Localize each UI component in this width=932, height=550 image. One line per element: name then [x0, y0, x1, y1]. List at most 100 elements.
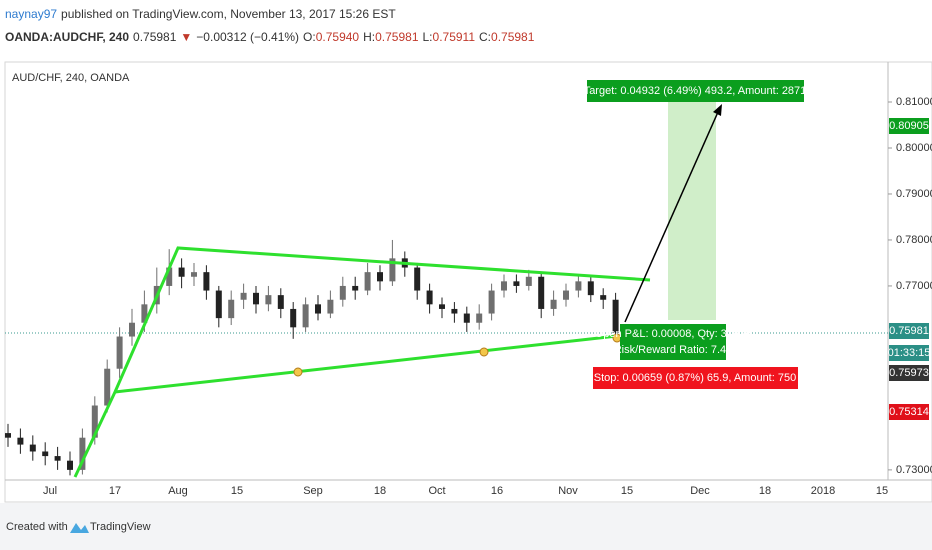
last: 0.75981	[133, 30, 177, 44]
badge-bg	[889, 404, 929, 420]
badge: 0.80905	[889, 120, 929, 132]
badge: 0.75973	[889, 367, 929, 379]
y-tick-label: 0.80000	[896, 142, 932, 154]
upper-line	[73, 246, 651, 478]
pnl-box	[620, 324, 726, 360]
c: 0.75981	[491, 30, 535, 44]
symbol: OANDA:AUDCHF, 240	[5, 30, 129, 44]
arrow-head	[713, 104, 722, 116]
candle-body	[513, 281, 520, 286]
o-label: O:	[303, 30, 316, 44]
candle-body	[364, 272, 371, 291]
candle-body	[91, 405, 98, 438]
l: 0.75911	[433, 30, 476, 44]
candle-body	[129, 322, 135, 337]
candle-body	[5, 433, 11, 438]
candle-body	[451, 308, 458, 314]
candle-body	[501, 281, 507, 291]
point	[293, 367, 303, 377]
candle-body	[79, 437, 86, 470]
chart-frame	[4, 61, 932, 503]
logo-icon	[70, 523, 89, 533]
created-with: Created with	[6, 521, 68, 533]
o: 0.75940	[316, 30, 360, 44]
candle-body	[538, 276, 545, 309]
candle-body	[439, 304, 445, 309]
x-tick-label: 18	[759, 485, 771, 497]
h-label: H:	[363, 30, 375, 44]
symbol-label: AUD/CHF, 240, OANDA	[12, 72, 130, 84]
x-tick-label: 15	[621, 485, 633, 497]
candle-body	[488, 290, 495, 314]
x-tick-label: Oct	[428, 485, 445, 497]
candle-body	[166, 267, 173, 286]
candle-body	[587, 281, 594, 296]
y-tick-label: 0.81000	[896, 96, 932, 108]
footer	[0, 503, 932, 550]
l-label: L:	[423, 30, 433, 44]
candle-body	[302, 304, 309, 328]
candle-body	[203, 272, 210, 291]
x-tick-label: 15	[231, 485, 243, 497]
candle-body	[476, 313, 483, 323]
stop-label: Stop: 0.00659 (0.87%) 65.9, Amount: 750	[594, 372, 796, 384]
candle-body	[215, 290, 222, 319]
badge-bg	[889, 118, 929, 134]
candle-body	[116, 336, 123, 369]
candle-body	[253, 292, 259, 305]
candle-body	[327, 299, 334, 314]
projection-arrow	[624, 111, 719, 323]
candle-body	[277, 295, 284, 309]
pnl-label: Open P&L: 0.00008, Qty: 37936	[595, 328, 752, 340]
brand[interactable]: TradingView	[90, 521, 151, 533]
candle-body	[426, 290, 433, 305]
candle-body	[265, 295, 272, 305]
x-tick-label: 2018	[811, 485, 835, 497]
target-label: Target: 0.04932 (6.49%) 493.2, Amount: 2…	[584, 85, 807, 97]
candle-body	[563, 290, 569, 300]
c-label: C:	[479, 30, 491, 44]
published: published on TradingView.com, November 1…	[61, 7, 396, 21]
candle-body	[67, 460, 73, 470]
y-tick-label: 0.78000	[896, 234, 932, 246]
touch-points	[293, 333, 622, 377]
badge-bg	[889, 323, 929, 339]
h: 0.75981	[375, 30, 419, 44]
candle-body	[575, 281, 582, 291]
badge-bg	[889, 365, 929, 381]
x-tick-label: Dec	[690, 485, 710, 497]
badge: 0.75981	[889, 325, 929, 337]
x-tick-label: Jul	[43, 485, 57, 497]
candle-body	[240, 292, 247, 300]
header-line: naynay97 published on TradingView.com, No…	[5, 7, 396, 21]
symbol-line: OANDA:AUDCHF, 240 0.75981 ▼ −0.00312 (−0.41…	[5, 30, 535, 44]
x-tick-label: 18	[374, 485, 386, 497]
badge: 01:33:15	[888, 347, 931, 359]
candle-body	[104, 368, 111, 406]
stop-box	[593, 367, 798, 389]
x-tick-label: 16	[491, 485, 503, 497]
x-tick-label: 15	[876, 485, 888, 497]
candle-body	[352, 285, 359, 291]
y-tick-label: 0.77000	[896, 280, 932, 292]
publisher[interactable]: naynay97	[5, 7, 57, 21]
candle-body	[29, 444, 36, 452]
candle-body	[414, 267, 421, 291]
candle-body	[178, 267, 185, 277]
candle-body	[290, 308, 297, 328]
badges: 0.80905 0.75981 01:33:15 0.75973 0.75314	[888, 118, 931, 420]
x-tick-label: 17	[109, 485, 121, 497]
badge: 0.75314	[889, 406, 929, 418]
trend-lines	[73, 246, 651, 478]
candle-body	[54, 456, 61, 461]
candle-body	[17, 437, 24, 445]
rr-label: Risk/Reward Ratio: 7.48	[614, 344, 733, 356]
candle-body	[141, 304, 148, 323]
arrow: ▼	[180, 30, 192, 44]
x-tick-label: Nov	[558, 485, 578, 497]
candle-body	[550, 299, 557, 309]
candle-body	[315, 304, 321, 314]
x-tick-label: Aug	[168, 485, 188, 497]
candle-body	[339, 285, 346, 300]
